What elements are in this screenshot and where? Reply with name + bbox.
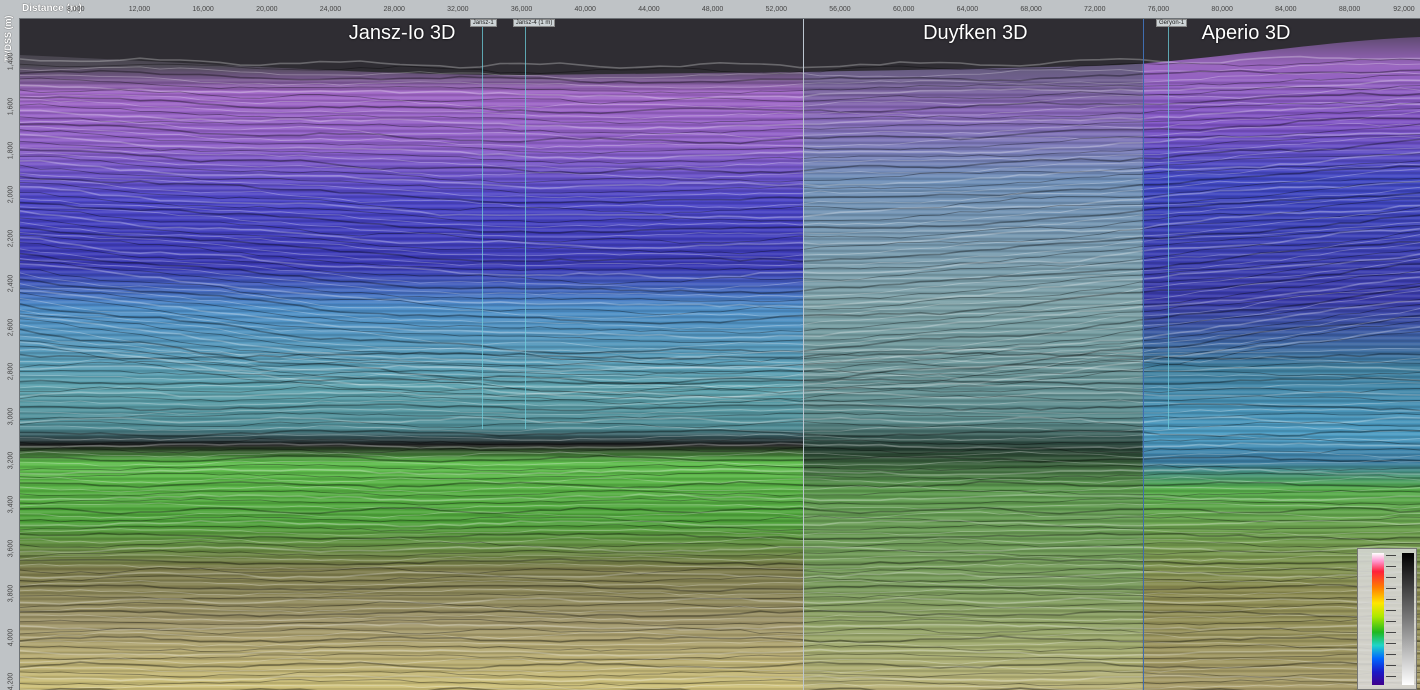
depth-tick-label: 3,200 (7, 451, 15, 470)
depth-tick-label: 3,000 (7, 407, 15, 425)
survey-boundary-line (1142, 19, 1144, 690)
amplitude-gray-ramp (1402, 553, 1414, 685)
color-scale-tick (1386, 654, 1396, 655)
distance-tick-label: 76,000 (1147, 6, 1170, 13)
survey-title: Jansz-Io 3D (348, 22, 456, 44)
distance-tick-label: 40,000 (574, 6, 596, 13)
distance-tick-label: 32,000 (447, 6, 469, 13)
distance-tick-label: 56,000 (829, 6, 851, 13)
depth-tick-label: 3,400 (7, 495, 15, 514)
distance-tick-label: 60,000 (892, 6, 915, 13)
well-trajectory (1168, 19, 1170, 429)
distance-tick-label: 64,000 (956, 6, 979, 13)
distance-tick-label: 16,000 (192, 6, 214, 13)
color-scale-tick (1386, 621, 1396, 622)
survey-title: Aperio 3D (1201, 22, 1291, 44)
depth-tick-label: 3,600 (7, 540, 15, 558)
distance-tick-label: 44,000 (638, 6, 660, 13)
distance-tick-label: 92,000 (1393, 6, 1415, 13)
distance-tick-label: 52,000 (765, 6, 788, 13)
well-trajectory (524, 19, 526, 429)
distance-axis: Distance (m) 8,000 12,000 16,000 20,000 24,0… (0, 0, 1420, 19)
depth-tick-label: 3,800 (7, 584, 15, 603)
distance-tick-label: 12,000 (128, 6, 151, 13)
distance-tick-label: 36,000 (510, 6, 533, 13)
color-scale-tick (1386, 665, 1396, 666)
color-scale-tick (1386, 610, 1396, 611)
velocity-color-scale (1357, 548, 1417, 690)
color-scale-tick (1386, 643, 1396, 644)
depth-tick-label: 2,600 (7, 318, 15, 337)
well-label: Geryon-1 (1156, 19, 1188, 27)
well-label: Jansz-4 (1 m) (512, 19, 556, 27)
depth-tick-label: 2,800 (7, 363, 15, 381)
distance-axis-title: Distance (m) (22, 3, 83, 14)
depth-tick-label: 1,800 (7, 141, 15, 160)
distance-tick-label: 80,000 (1211, 6, 1233, 13)
depth-tick-label: 4,200 (7, 672, 15, 690)
depth-axis: TVDSS (m) 1,400 1,600 1,800 2,000 2,200 2,400… (0, 15, 20, 690)
water-column (20, 19, 1420, 75)
velocity-color-ramp (1372, 553, 1384, 685)
seismic-reflector (20, 62, 1420, 79)
distance-tick-label: 24,000 (319, 6, 342, 13)
seismic-texture (20, 79, 1420, 690)
distance-tick-label: 72,000 (1084, 6, 1106, 13)
distance-tick-label: 68,000 (1020, 6, 1042, 13)
survey-title: Duyfken 3D (923, 22, 1028, 44)
well-trajectory (481, 19, 483, 429)
depth-tick-label: 1,600 (7, 97, 15, 115)
color-scale-tick (1386, 632, 1396, 633)
seismic-reflector (20, 55, 1420, 69)
depth-tick-label: 4,000 (7, 628, 15, 647)
distance-tick-label: 48,000 (701, 6, 724, 13)
distance-tick-label: 84,000 (1275, 6, 1297, 13)
seismic-reflector (20, 58, 1420, 74)
color-scale-tick (1386, 566, 1396, 567)
depth-tick-label: 2,000 (7, 185, 15, 204)
seismic-section (20, 19, 1420, 690)
color-scale-tick (1386, 599, 1396, 600)
distance-tick-label: 20,000 (256, 6, 278, 13)
distance-tick-label: 28,000 (383, 6, 405, 13)
color-scale-tick (1386, 588, 1396, 589)
color-scale-tick (1386, 676, 1396, 677)
distance-tick-label: 88,000 (1338, 6, 1361, 13)
well-label: Jansz-1 (469, 19, 497, 27)
color-scale-tick (1386, 555, 1396, 556)
depth-tick-label: 2,400 (7, 274, 15, 292)
survey-boundary-line (803, 19, 805, 690)
color-scale-tick (1386, 577, 1396, 578)
distance-tick-label: 8,000 (66, 6, 85, 13)
depth-tick-label: 1,400 (7, 53, 15, 71)
depth-tick-label: 2,200 (7, 230, 15, 248)
